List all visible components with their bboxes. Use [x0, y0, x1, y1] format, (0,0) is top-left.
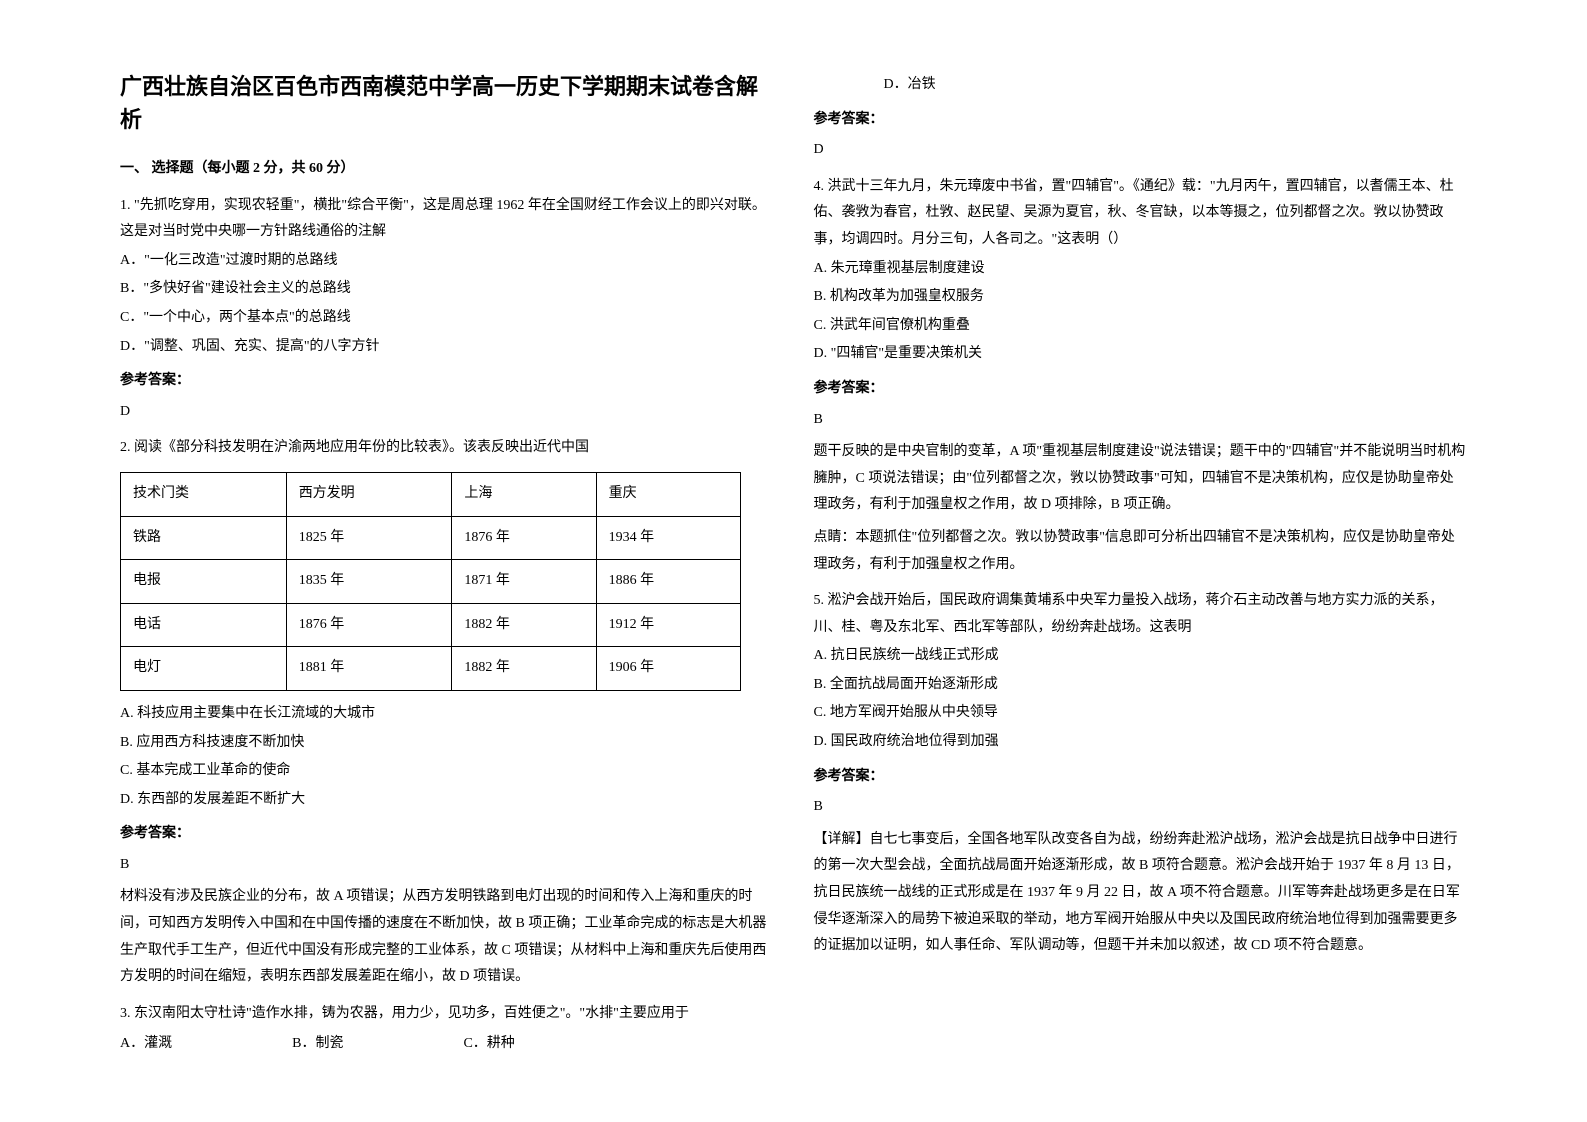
- cell: 电话: [121, 603, 287, 647]
- cell: 1825 年: [286, 516, 452, 560]
- q3-opt-c: C．耕种: [463, 1031, 514, 1058]
- q4-opt-c: C. 洪武年间官僚机构重叠: [814, 313, 1468, 340]
- q5-opt-d: D. 国民政府统治地位得到加强: [814, 729, 1468, 756]
- q2-opt-b: B. 应用西方科技速度不断加快: [120, 730, 774, 757]
- table-row: 技术门类 西方发明 上海 重庆: [121, 472, 741, 516]
- question-2: 2. 阅读《部分科技发明在沪渝两地应用年份的比较表》。该表反映出近代中国 技术门…: [120, 435, 774, 991]
- q2-explanation: 材料没有涉及民族企业的分布，故 A 项错误；从西方发明铁路到电灯出现的时间和传入…: [120, 884, 774, 990]
- left-column: 广西壮族自治区百色市西南模范中学高一历史下学期期末试卷含解析 一、 选择题（每小…: [100, 70, 794, 1052]
- q5-answer: B: [814, 794, 1468, 821]
- th-shanghai: 上海: [452, 472, 596, 516]
- q1-opt-b: B．"多快好省"建设社会主义的总路线: [120, 276, 774, 303]
- q3-stem: 3. 东汉南阳太守杜诗"造作水排，铸为农器，用力少，见功多，百姓便之"。"水排"…: [120, 1001, 774, 1028]
- th-tech: 技术门类: [121, 472, 287, 516]
- th-west: 西方发明: [286, 472, 452, 516]
- q4-opt-d: D. "四辅官"是重要决策机关: [814, 341, 1468, 368]
- q1-stem: 1. "先抓吃穿用，实现农轻重"，横批"综合平衡"，这是周总理 1962 年在全…: [120, 193, 774, 246]
- q1-opt-c: C．"一个中心，两个基本点"的总路线: [120, 305, 774, 332]
- q5-opt-a: A. 抗日民族统一战线正式形成: [814, 643, 1468, 670]
- q5-opt-c: C. 地方军阀开始服从中央领导: [814, 700, 1468, 727]
- table-row: 电灯 1881 年 1882 年 1906 年: [121, 647, 741, 691]
- cell: 1886 年: [596, 560, 740, 604]
- cell: 1835 年: [286, 560, 452, 604]
- q2-opt-a: A. 科技应用主要集中在长江流域的大城市: [120, 701, 774, 728]
- q5-stem: 5. 淞沪会战开始后，国民政府调集黄埔系中央军力量投入战场，蒋介石主动改善与地方…: [814, 588, 1468, 641]
- page-title: 广西壮族自治区百色市西南模范中学高一历史下学期期末试卷含解析: [120, 70, 774, 136]
- q2-answer: B: [120, 852, 774, 879]
- cell: 1882 年: [452, 603, 596, 647]
- cell: 1876 年: [452, 516, 596, 560]
- q2-opt-d: D. 东西部的发展差距不断扩大: [120, 787, 774, 814]
- cell: 1882 年: [452, 647, 596, 691]
- cell: 铁路: [121, 516, 287, 560]
- question-5: 5. 淞沪会战开始后，国民政府调集黄埔系中央军力量投入战场，蒋介石主动改善与地方…: [814, 588, 1468, 960]
- q4-stem: 4. 洪武十三年九月，朱元璋废中书省，置"四辅官"。《通纪》载："九月丙午，置四…: [814, 174, 1468, 254]
- q2-answer-label: 参考答案：: [120, 821, 774, 848]
- q4-answer: B: [814, 407, 1468, 434]
- q4-opt-b: B. 机构改革为加强皇权服务: [814, 284, 1468, 311]
- cell: 1906 年: [596, 647, 740, 691]
- section-header: 一、 选择题（每小题 2 分，共 60 分）: [120, 156, 774, 183]
- q3-opt-d: D．冶铁: [884, 72, 1468, 99]
- th-chongqing: 重庆: [596, 472, 740, 516]
- table-row: 电话 1876 年 1882 年 1912 年: [121, 603, 741, 647]
- q3-answer-label: 参考答案：: [814, 107, 1468, 134]
- q3-answer: D: [814, 137, 1468, 164]
- q2-stem: 2. 阅读《部分科技发明在沪渝两地应用年份的比较表》。该表反映出近代中国: [120, 435, 774, 462]
- cell: 1912 年: [596, 603, 740, 647]
- q4-answer-label: 参考答案：: [814, 376, 1468, 403]
- q1-answer-label: 参考答案：: [120, 368, 774, 395]
- q5-opt-b: B. 全面抗战局面开始逐渐形成: [814, 672, 1468, 699]
- cell: 1934 年: [596, 516, 740, 560]
- q3-opt-a: A．灌溉: [120, 1031, 172, 1058]
- q3-options-row: A．灌溉 B．制瓷 C．耕种: [120, 1031, 774, 1058]
- q1-opt-d: D．"调整、巩固、充实、提高"的八字方针: [120, 334, 774, 361]
- question-3: 3. 东汉南阳太守杜诗"造作水排，铸为农器，用力少，见功多，百姓便之"。"水排"…: [120, 1001, 774, 1058]
- q5-explanation: 【详解】自七七事变后，全国各地军队改变各自为战，纷纷奔赴淞沪战场，淞沪会战是抗日…: [814, 827, 1468, 960]
- cell: 电灯: [121, 647, 287, 691]
- q4-opt-a: A. 朱元璋重视基层制度建设: [814, 256, 1468, 283]
- cell: 1871 年: [452, 560, 596, 604]
- q5-answer-label: 参考答案：: [814, 764, 1468, 791]
- q1-answer: D: [120, 399, 774, 426]
- question-4: 4. 洪武十三年九月，朱元璋废中书省，置"四辅官"。《通纪》载："九月丙午，置四…: [814, 174, 1468, 578]
- q4-explanation: 题干反映的是中央官制的变革，A 项"重视基层制度建设"说法错误；题干中的"四辅官…: [814, 439, 1468, 519]
- q4-tip: 点睛：本题抓住"位列都督之次。敩以协赞政事"信息即可分析出四辅官不是决策机构，应…: [814, 525, 1468, 578]
- cell: 1876 年: [286, 603, 452, 647]
- table-row: 铁路 1825 年 1876 年 1934 年: [121, 516, 741, 560]
- right-column: D．冶铁 参考答案： D 4. 洪武十三年九月，朱元璋废中书省，置"四辅官"。《…: [794, 70, 1488, 1052]
- q1-opt-a: A．"一化三改造"过渡时期的总路线: [120, 248, 774, 275]
- q2-table: 技术门类 西方发明 上海 重庆 铁路 1825 年 1876 年 1934 年 …: [120, 472, 741, 691]
- cell: 电报: [121, 560, 287, 604]
- question-1: 1. "先抓吃穿用，实现农轻重"，横批"综合平衡"，这是周总理 1962 年在全…: [120, 193, 774, 426]
- q2-opt-c: C. 基本完成工业革命的使命: [120, 758, 774, 785]
- table-row: 电报 1835 年 1871 年 1886 年: [121, 560, 741, 604]
- cell: 1881 年: [286, 647, 452, 691]
- q3-opt-b: B．制瓷: [292, 1031, 343, 1058]
